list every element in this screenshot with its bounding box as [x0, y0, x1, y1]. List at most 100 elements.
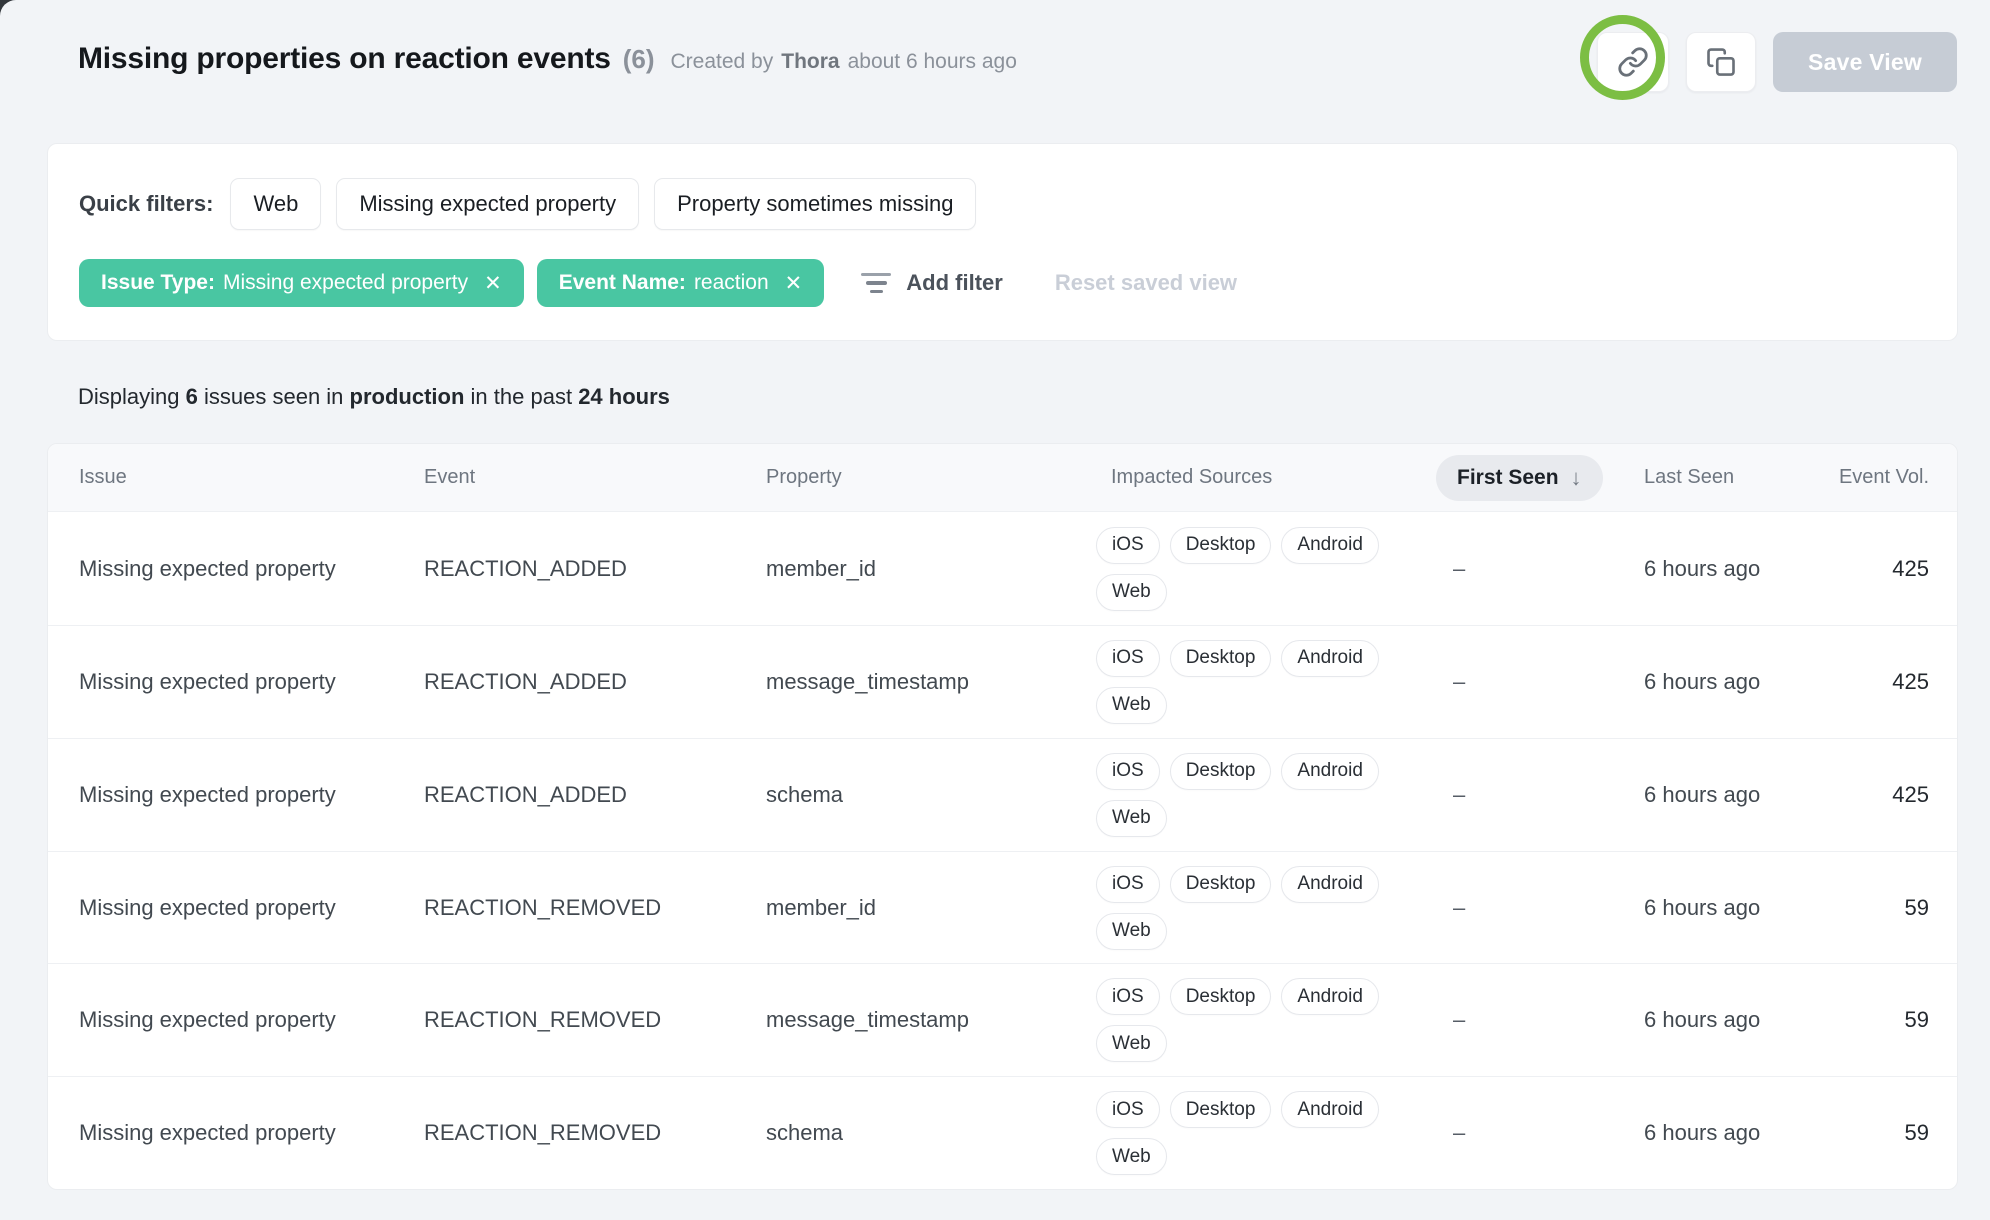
- table-row[interactable]: Missing expected property REACTION_REMOVE…: [48, 850, 1957, 964]
- event-volume-cell: 425: [1892, 781, 1929, 807]
- sort-pill[interactable]: First Seen ↓: [1436, 454, 1603, 501]
- results-summary: Displaying 6 issues seen in production i…: [78, 384, 670, 410]
- summary-environment: production: [349, 384, 465, 409]
- event-volume-cell: 425: [1892, 555, 1929, 581]
- source-badge: Web: [1096, 573, 1167, 611]
- impacted-sources-cell: iOS Desktop Android Web: [1096, 526, 1408, 611]
- event-cell: REACTION_ADDED: [424, 668, 627, 694]
- event-cell: REACTION_ADDED: [424, 555, 627, 581]
- event-cell: REACTION_REMOVED: [424, 1120, 662, 1146]
- table-row[interactable]: Missing expected property REACTION_ADDED s…: [48, 737, 1957, 851]
- quick-filters-label: Quick filters:: [79, 191, 214, 216]
- source-badge: iOS: [1096, 639, 1160, 677]
- first-seen-cell: –: [1453, 1120, 1466, 1146]
- first-seen-cell: –: [1453, 668, 1466, 694]
- active-filters-row: Issue Type: Missing expected property ✕ …: [79, 259, 1937, 307]
- filter-chip-event-name[interactable]: Event Name: reaction ✕: [536, 259, 825, 307]
- impacted-sources-cell: iOS Desktop Android Web: [1096, 639, 1408, 724]
- impacted-sources-cell: iOS Desktop Android Web: [1096, 752, 1408, 837]
- created-by-line: Created by Thora about 6 hours ago: [671, 50, 1017, 74]
- copy-icon: [1706, 47, 1736, 77]
- column-header-issue[interactable]: Issue: [79, 466, 127, 489]
- source-badge: Android: [1281, 639, 1379, 677]
- issue-cell: Missing expected property: [79, 781, 336, 807]
- link-icon: [1617, 46, 1649, 78]
- filter-icon: [861, 272, 892, 294]
- last-seen-cell: 6 hours ago: [1644, 894, 1761, 920]
- close-icon[interactable]: ✕: [484, 271, 502, 295]
- first-seen-cell: –: [1453, 894, 1466, 920]
- issue-cell: Missing expected property: [79, 555, 336, 581]
- table-row[interactable]: Missing expected property REACTION_REMOVE…: [48, 963, 1957, 1076]
- table-row[interactable]: Missing expected property REACTION_REMOVE…: [48, 1076, 1957, 1189]
- source-badge: Web: [1096, 686, 1167, 724]
- source-badge: Desktop: [1169, 1091, 1272, 1129]
- summary-time-range: 24 hours: [578, 384, 670, 409]
- quick-filter-button[interactable]: Property sometimes missing: [654, 178, 977, 230]
- created-by-prefix: Created by: [670, 50, 774, 73]
- source-badge: Web: [1096, 799, 1167, 837]
- sort-column-label: First Seen: [1457, 465, 1559, 489]
- source-badge: iOS: [1096, 526, 1160, 564]
- source-badge: Android: [1281, 526, 1379, 564]
- column-header-last-seen[interactable]: Last Seen: [1644, 466, 1735, 489]
- last-seen-cell: 6 hours ago: [1644, 1120, 1761, 1146]
- first-seen-cell: –: [1453, 555, 1466, 581]
- source-badge: Android: [1281, 865, 1379, 903]
- property-cell: member_id: [766, 555, 877, 581]
- column-header-property[interactable]: Property: [766, 466, 842, 489]
- event-volume-cell: 59: [1904, 894, 1929, 920]
- duplicate-view-button[interactable]: [1686, 32, 1756, 92]
- quick-filter-button[interactable]: Missing expected property: [336, 178, 640, 230]
- source-badge: Web: [1096, 1138, 1167, 1176]
- filters-panel: Quick filters: Web Missing expected prope…: [47, 143, 1958, 341]
- issue-cell: Missing expected property: [79, 1007, 336, 1033]
- event-cell: REACTION_ADDED: [424, 781, 627, 807]
- reset-saved-view-button[interactable]: Reset saved view: [1054, 270, 1238, 295]
- source-badge: iOS: [1096, 865, 1160, 903]
- source-badge: Desktop: [1169, 978, 1272, 1016]
- issues-table: Issue Event Property Impacted Sources Fi…: [47, 443, 1958, 1190]
- quick-filters-row: Quick filters: Web Missing expected prope…: [79, 178, 1937, 230]
- column-header-event-vol[interactable]: Event Vol.: [1838, 466, 1929, 489]
- source-badge: Android: [1281, 1091, 1379, 1129]
- quick-filter-button[interactable]: Web: [230, 178, 322, 230]
- summary-text: issues seen in: [204, 384, 344, 409]
- property-cell: member_id: [766, 894, 877, 920]
- table-body: Missing expected property REACTION_ADDED m…: [48, 512, 1957, 1189]
- filter-chip-issue-type[interactable]: Issue Type: Missing expected property ✕: [79, 259, 524, 307]
- last-seen-cell: 6 hours ago: [1644, 668, 1761, 694]
- property-cell: message_timestamp: [766, 668, 969, 694]
- column-header-impacted-sources[interactable]: Impacted Sources: [1111, 466, 1273, 489]
- issue-cell: Missing expected property: [79, 1120, 336, 1146]
- table-row[interactable]: Missing expected property REACTION_ADDED m…: [48, 512, 1957, 625]
- source-badge: iOS: [1096, 978, 1160, 1016]
- event-cell: REACTION_REMOVED: [424, 894, 662, 920]
- source-badge: iOS: [1096, 752, 1160, 790]
- filter-chip-value: Missing expected property: [222, 271, 469, 294]
- impacted-sources-cell: iOS Desktop Android Web: [1096, 1091, 1408, 1176]
- source-badge: Android: [1281, 978, 1379, 1016]
- created-by-name: Thora: [781, 50, 840, 73]
- table-row[interactable]: Missing expected property REACTION_ADDED m…: [48, 625, 1957, 738]
- first-seen-cell: –: [1453, 781, 1466, 807]
- impacted-sources-cell: iOS Desktop Android Web: [1096, 865, 1408, 950]
- close-icon[interactable]: ✕: [784, 271, 803, 295]
- source-badge: iOS: [1096, 1091, 1160, 1129]
- last-seen-cell: 6 hours ago: [1644, 555, 1761, 581]
- sort-descending-icon: ↓: [1570, 464, 1582, 490]
- quick-filters-group: Web Missing expected property Property som…: [230, 178, 977, 230]
- column-header-event[interactable]: Event: [424, 466, 476, 489]
- property-cell: schema: [766, 781, 844, 807]
- copy-link-button[interactable]: [1597, 32, 1669, 92]
- filter-chip-label: Event Name:: [558, 271, 686, 294]
- save-view-button[interactable]: Save View: [1773, 32, 1957, 92]
- source-badge: Desktop: [1169, 865, 1272, 903]
- column-header-first-seen[interactable]: First Seen ↓: [1436, 454, 1634, 501]
- event-cell: REACTION_REMOVED: [424, 1007, 662, 1033]
- source-badge: Desktop: [1169, 752, 1272, 790]
- summary-text: Displaying: [78, 384, 180, 409]
- add-filter-button[interactable]: Add filter: [861, 270, 1003, 296]
- issue-count-badge: (6): [622, 44, 655, 74]
